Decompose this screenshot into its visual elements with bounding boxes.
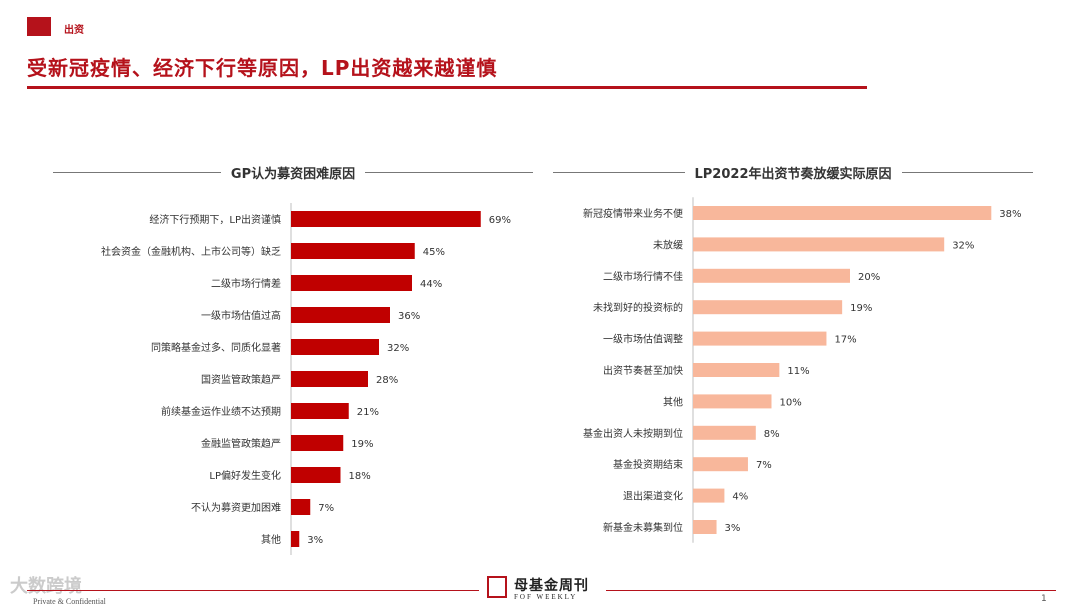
right-bar <box>693 425 756 440</box>
right-bar <box>693 520 717 534</box>
watermark: 大数跨境 <box>10 576 82 597</box>
right-bar <box>693 300 843 315</box>
right-category-label: 二级市场行情不佳 <box>603 270 683 283</box>
right-value-label: 10% <box>780 397 802 408</box>
left-value-label: 21% <box>357 407 379 418</box>
right-category-label: 未放缓 <box>653 238 683 251</box>
right-category-label: 新基金未募集到位 <box>603 521 683 534</box>
right-category-label: 新冠疫情带来业务不便 <box>583 207 683 220</box>
right-bar <box>693 363 780 377</box>
left-bar <box>291 467 341 483</box>
footer-rule-right <box>606 590 1056 591</box>
right-value-label: 17% <box>834 335 856 346</box>
left-category-label: 社会资金（金融机构、上市公司等）缺乏 <box>101 245 281 258</box>
left-value-label: 19% <box>351 439 373 450</box>
brand-subtitle: FOF WEEKLY <box>514 593 578 601</box>
left-value-label: 7% <box>318 503 334 514</box>
page-title: 受新冠疫情、经济下行等原因，LP出资越来越谨慎 <box>27 56 498 80</box>
left-value-label: 3% <box>307 535 323 546</box>
right-bar <box>693 488 725 503</box>
brand-name: 母基金周刊 <box>514 578 589 594</box>
left-value-label: 44% <box>420 279 442 290</box>
left-bar <box>291 499 311 515</box>
left-category-label: 国资监管政策趋严 <box>201 373 281 386</box>
right-bar <box>693 394 772 409</box>
right-bar <box>693 237 945 252</box>
right-bar <box>693 268 850 283</box>
section-marker <box>27 17 51 36</box>
section-tag: 出资 <box>64 25 84 36</box>
right-value-label: 4% <box>732 492 748 503</box>
right-category-label: 未找到好的投资标的 <box>593 301 683 314</box>
right-category-label: 出资节奏甚至加快 <box>603 364 683 377</box>
right-value-label: 3% <box>725 523 741 534</box>
left-category-label: 前续基金运作业绩不达预期 <box>161 405 281 418</box>
left-category-label: LP偏好发生变化 <box>209 469 281 482</box>
left-value-label: 32% <box>387 343 409 354</box>
left-bar <box>291 243 415 259</box>
left-category-label: 经济下行预期下，LP出资谨慎 <box>149 213 281 226</box>
right-value-label: 20% <box>858 272 880 283</box>
left-value-label: 45% <box>423 247 445 258</box>
right-value-label: 19% <box>850 303 872 314</box>
right-bar <box>693 457 748 472</box>
left-bar <box>291 211 481 227</box>
right-value-label: 8% <box>764 429 780 440</box>
right-chart-title: LP2022年出资节奏放缓实际原因 <box>694 166 892 182</box>
left-category-label: 不认为募资更加困难 <box>191 501 281 514</box>
left-value-label: 28% <box>376 375 398 386</box>
right-value-label: 32% <box>952 240 974 251</box>
right-category-label: 基金投资期结束 <box>613 458 683 471</box>
page-number: 1 <box>1041 594 1047 604</box>
right-bar <box>693 331 827 346</box>
left-chart-title: GP认为募资困难原因 <box>230 166 356 182</box>
left-value-label: 36% <box>398 311 420 322</box>
right-category-label: 一级市场估值调整 <box>603 333 683 346</box>
right-chart-title-row: LP2022年出资节奏放缓实际原因 <box>553 162 1033 182</box>
left-bar <box>291 531 300 547</box>
right-value-label: 38% <box>999 209 1021 220</box>
right-category-label: 退出渠道变化 <box>623 490 683 503</box>
left-category-label: 金融监管政策趋严 <box>201 437 281 450</box>
title-rule-right <box>365 171 534 173</box>
brand-logo-icon <box>487 576 507 598</box>
left-value-label: 18% <box>349 471 371 482</box>
confidential-note: Private & Confidential <box>33 597 106 606</box>
left-category-label: 其他 <box>261 533 281 546</box>
left-chart-title-row: GP认为募资困难原因 <box>53 162 534 182</box>
right-category-label: 基金出资人未按期到位 <box>583 427 683 440</box>
right-value-label: 11% <box>787 366 809 377</box>
title-divider <box>27 86 867 89</box>
left-value-label: 69% <box>489 215 511 226</box>
left-bar <box>291 275 412 291</box>
left-category-label: 二级市场行情差 <box>211 277 281 290</box>
right-value-label: 7% <box>756 460 772 471</box>
left-bar <box>291 403 349 419</box>
left-category-label: 一级市场估值过高 <box>201 309 281 322</box>
title-rule-left <box>553 171 685 173</box>
title-rule-right <box>901 171 1033 173</box>
left-bar <box>291 339 379 355</box>
right-category-label: 其他 <box>663 395 683 408</box>
left-bar <box>291 435 344 451</box>
left-category-label: 同策略基金过多、同质化显著 <box>151 341 281 354</box>
title-rule-left <box>53 171 221 173</box>
right-bar <box>693 206 992 220</box>
footer-rule-left <box>27 590 479 591</box>
left-bar <box>291 371 368 387</box>
left-bar <box>291 307 390 323</box>
